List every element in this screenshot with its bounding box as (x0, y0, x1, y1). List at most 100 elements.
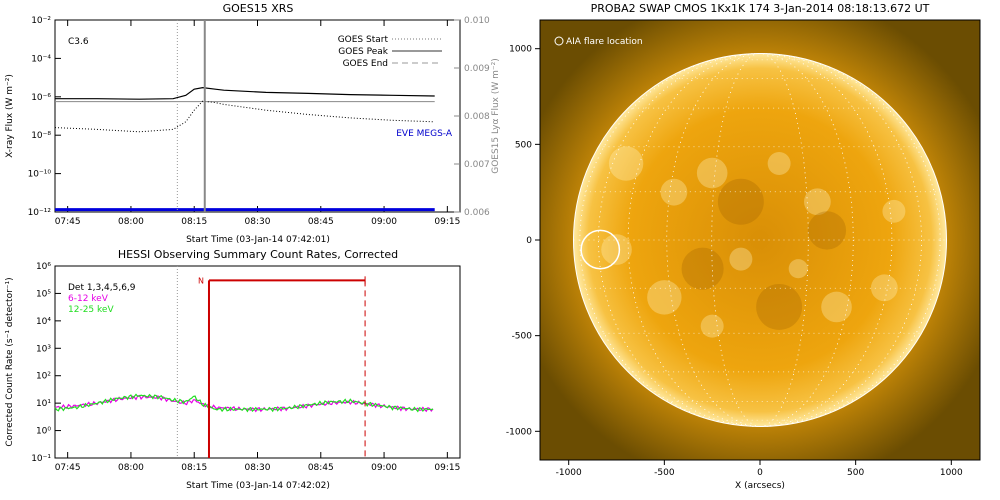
active-region (788, 259, 808, 279)
goes-x-tick-label: 09:00 (371, 217, 397, 227)
active-region (767, 152, 791, 175)
goes-y-tick-label: 10⁻² (31, 16, 51, 26)
goes-title: GOES15 XRS (223, 2, 294, 15)
swap-axis-ticks (535, 48, 952, 465)
active-region (870, 274, 898, 302)
hessi-x-tick-label: 09:15 (434, 463, 460, 473)
hessi-x-tick-labels: 07:45 08:00 08:15 08:30 08:45 09:00 09:15 (55, 463, 461, 473)
swap-y-tick-label: 1000 (509, 45, 532, 55)
active-region (882, 199, 906, 223)
goes-legend: GOES Start GOES Peak GOES End (338, 35, 442, 69)
active-region (700, 314, 724, 338)
swap-x-tick-label: -1000 (556, 468, 582, 478)
goes-y-tick-labels: 10⁻¹² 10⁻¹⁰ 10⁻⁸ 10⁻⁶ 10⁻⁴ 10⁻² (28, 16, 52, 218)
goes-ylabel: X-ray Flux (W m⁻²) (5, 74, 15, 158)
hessi-x-tick-label: 08:15 (181, 463, 207, 473)
legend-6-12-kev: 6-12 keV (68, 294, 109, 304)
hessi-ylabel: Corrected Count Rate (s⁻¹ detector⁻¹) (5, 277, 15, 446)
hessi-y-tick-label: 10² (36, 372, 51, 382)
longitude-line (579, 53, 941, 427)
goes-y2-tick-label: 0.007 (464, 160, 490, 170)
goes-y-tick-label: 10⁻⁸ (31, 131, 51, 141)
goes-axis-ticks (55, 19, 460, 213)
goes-y2-tick-label: 0.008 (464, 112, 490, 122)
swap-annotation: AIA flare location (566, 37, 643, 47)
hessi-title: HESSI Observing Summary Count Rates, Cor… (118, 248, 398, 261)
swap-y-tick-labels: -1000 -500 0 500 1000 (506, 45, 532, 438)
hessi-night-flag: N (198, 276, 204, 285)
goes-y2-tick-labels: 0.006 0.007 0.008 0.009 0.010 (464, 16, 490, 218)
active-region (821, 291, 852, 323)
hessi-plot-frame (54, 265, 461, 459)
legend-goes-start: GOES Start (338, 35, 389, 45)
goes-plot-frame (54, 19, 461, 213)
goes-y-tick-label: 10⁻⁶ (31, 93, 51, 103)
goes-y-tick-label: 10⁻¹⁰ (28, 170, 52, 180)
hessi-y-tick-label: 10³ (36, 344, 51, 354)
goes-x-tick-label: 08:45 (308, 217, 334, 227)
hessi-panel: HESSI Observing Summary Count Rates, Cor… (5, 248, 461, 491)
hessi-xlabel: Start Time (03-Jan-14 07:42:02) (186, 481, 330, 491)
hessi-y-tick-label: 10⁰ (36, 427, 51, 437)
swap-x-tick-label: 1000 (940, 468, 963, 478)
hessi-y-tick-labels: 10⁻¹ 10⁰ 10¹ 10² 10³ 10⁴ 10⁵ 10⁶ (31, 262, 51, 464)
swap-y-tick-label: -1000 (506, 427, 532, 437)
hessi-y-tick-label: 10⁻¹ (31, 454, 51, 464)
hessi-y-tick-label: 10⁵ (36, 289, 51, 299)
hessi-y-tick-label: 10⁶ (36, 262, 51, 272)
hessi-y-tick-label: 10¹ (36, 399, 51, 409)
hessi-x-tick-label: 08:45 (308, 463, 334, 473)
hessi-x-tick-label: 08:00 (118, 463, 144, 473)
active-region (660, 178, 688, 206)
legend-goes-end: GOES End (343, 59, 388, 69)
hessi-axis-ticks (55, 265, 448, 459)
active-region (729, 247, 753, 271)
goes-y2label: GOES15 Lyα Flux (W m⁻²) (491, 58, 501, 174)
hessi-x-tick-label: 08:30 (245, 463, 271, 473)
swap-title: PROBA2 SWAP CMOS 1Kx1K 174 3-Jan-2014 08… (591, 2, 930, 15)
hessi-legend: Det 1,3,4,5,6,9 6-12 keV 12-25 keV (68, 283, 136, 315)
swap-x-tick-label: 500 (847, 468, 864, 478)
goes-eve-annotation: EVE MEGS-A (396, 129, 453, 139)
hessi-series (54, 393, 434, 413)
hessi-x-tick-label: 07:45 (55, 463, 81, 473)
goes-panel: GOES15 XRS 10⁻¹² 10⁻¹⁰ 10⁻⁸ 10⁻⁶ 10⁻⁴ 10⁻² 0.… (5, 2, 501, 245)
hessi-night-interval: N (198, 276, 366, 458)
hessi-detectors: Det 1,3,4,5,6,9 (68, 283, 136, 293)
flare-location-circle (580, 229, 621, 270)
hessi-series-12-25-keV (54, 393, 434, 413)
goes-flare-class: C3.6 (68, 37, 89, 47)
goes-y2-tick-label: 0.010 (464, 16, 490, 26)
legend-12-25-kev: 12-25 keV (68, 305, 114, 315)
coronal-hole (717, 178, 764, 225)
swap-x-tick-label: 0 (757, 468, 763, 478)
goes-short-channel-series (54, 100, 435, 133)
sun-disk (573, 53, 947, 427)
coronal-hole (681, 247, 724, 290)
coronal-hole (756, 284, 803, 330)
goes-x-tick-label: 08:00 (118, 217, 144, 227)
swap-y-tick-label: -500 (512, 332, 533, 342)
active-region (696, 157, 728, 189)
coronal-hole (807, 211, 847, 250)
swap-panel: PROBA2 SWAP CMOS 1Kx1K 174 3-Jan-2014 08… (506, 2, 981, 491)
swap-x-tick-label: -500 (654, 468, 675, 478)
active-region (647, 280, 682, 315)
goes-y-tick-label: 10⁻⁴ (31, 54, 51, 64)
goes-series (54, 86, 435, 212)
goes-x-tick-label: 07:45 (55, 217, 81, 227)
goes-x-tick-labels: 07:45 08:00 08:15 08:30 08:45 09:00 09:15 (55, 217, 461, 227)
goes-x-tick-label: 09:15 (434, 217, 460, 227)
active-region (608, 146, 644, 181)
goes-x-tick-label: 08:30 (245, 217, 271, 227)
goes-long-channel-series (55, 86, 435, 100)
goes-xlabel: Start Time (03-Jan-14 07:42:01) (186, 235, 330, 245)
goes-y2-tick-label: 0.009 (464, 64, 490, 74)
swap-legend-circle (554, 36, 564, 46)
hessi-x-tick-label: 09:00 (371, 463, 397, 473)
goes-x-tick-label: 08:15 (181, 217, 207, 227)
swap-y-tick-label: 0 (526, 236, 532, 246)
swap-x-tick-labels: -1000 -500 0 500 1000 (556, 468, 963, 478)
legend-goes-peak: GOES Peak (338, 47, 388, 57)
